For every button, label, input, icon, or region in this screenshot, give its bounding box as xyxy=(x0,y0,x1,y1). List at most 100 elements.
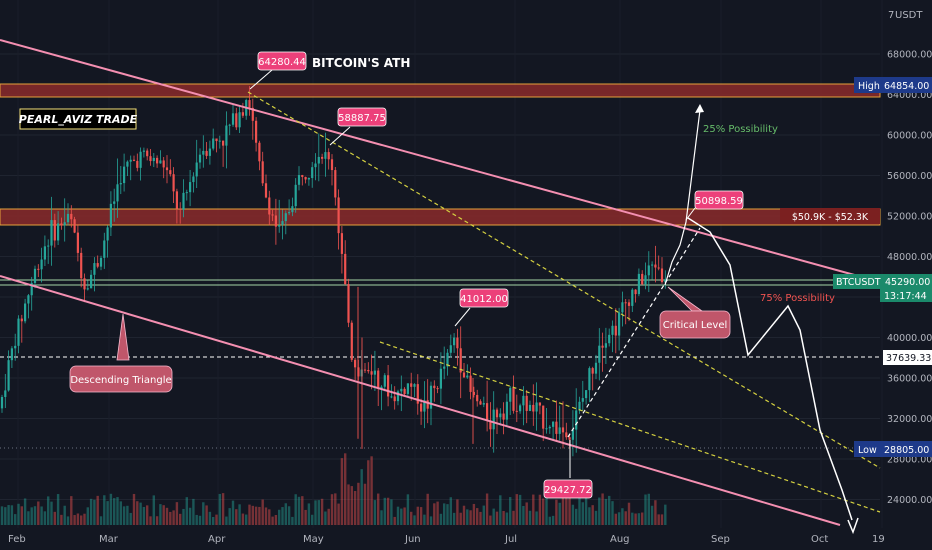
volume-bar xyxy=(584,491,588,525)
candle-body xyxy=(396,391,400,402)
time-axis[interactable]: Feb Mar Apr May Jun Jul Aug Sep Oct 19 xyxy=(8,534,885,545)
volume-bar xyxy=(462,505,466,525)
candle-body xyxy=(499,413,502,418)
callout-june-text: 41012.00 xyxy=(460,294,508,305)
volume-bar xyxy=(598,497,601,525)
candle-body xyxy=(363,369,367,371)
price-tick-label: 36000.00 xyxy=(887,374,932,385)
volume-bar xyxy=(228,508,231,525)
candle-body xyxy=(647,265,650,276)
volume-bar xyxy=(63,505,66,525)
candle-body xyxy=(664,279,667,283)
volume-bar xyxy=(360,469,363,525)
volume-bar xyxy=(396,506,400,525)
candle-body xyxy=(14,345,17,349)
volume-bar xyxy=(80,515,83,525)
time-tick-label: 19 xyxy=(872,534,885,545)
candle-body xyxy=(37,268,40,270)
volume-bar xyxy=(40,506,43,525)
candle-body xyxy=(20,318,23,322)
candle-body xyxy=(634,289,637,295)
volume-bar xyxy=(370,456,373,525)
volume-bar xyxy=(268,509,271,525)
candle-body xyxy=(136,160,139,168)
candle-body xyxy=(387,375,390,397)
volume-bar xyxy=(17,503,20,525)
volume-bar xyxy=(578,497,581,525)
volume-bar xyxy=(419,507,423,525)
ath-annotation: BITCOIN'S ATH xyxy=(312,56,410,70)
volume-bar xyxy=(96,495,99,525)
critical-level-text: Critical Level xyxy=(663,320,728,331)
volume-bar xyxy=(634,513,637,525)
volume-bar xyxy=(89,498,93,525)
price-tick-label: 40000.00 xyxy=(887,333,932,344)
range-tag: $50.9K - $52.3K xyxy=(780,208,880,224)
candle-body xyxy=(545,428,548,430)
candle-body xyxy=(486,403,489,421)
volume-bar xyxy=(380,510,383,525)
volume-bar xyxy=(241,513,245,525)
candle-body xyxy=(261,161,264,184)
candle-body xyxy=(367,369,370,372)
candle-body xyxy=(509,387,512,402)
candle-body xyxy=(0,396,4,409)
volume-bar xyxy=(505,512,509,525)
volume-bar xyxy=(660,514,664,525)
candle-body xyxy=(449,345,452,353)
volume-bar xyxy=(0,506,4,525)
price-tick-label: 32000.00 xyxy=(887,414,932,425)
candle-body xyxy=(456,337,459,349)
candle-body xyxy=(575,410,578,430)
candle-body xyxy=(601,345,604,348)
candle-body xyxy=(446,352,449,367)
candle-body xyxy=(109,203,112,228)
volume-bar xyxy=(43,511,47,525)
candle-body xyxy=(271,214,274,216)
candle-body xyxy=(235,113,238,128)
candle-body xyxy=(469,375,472,392)
candle-body xyxy=(532,404,535,412)
volume-bar xyxy=(37,501,40,525)
candle-body xyxy=(393,396,396,402)
volume-bar xyxy=(555,499,558,525)
volume-bar xyxy=(594,510,598,525)
current-price-value: 45290.00 xyxy=(885,277,930,288)
candle-body xyxy=(327,152,330,160)
candle-body xyxy=(70,213,73,220)
candle-body xyxy=(126,161,129,167)
candle-body xyxy=(307,178,310,180)
volume-bar xyxy=(518,494,522,525)
volume-bar xyxy=(347,484,350,525)
candle-body xyxy=(152,157,155,162)
candle-body xyxy=(192,176,195,183)
volume-bar xyxy=(175,502,179,525)
lower-trendline xyxy=(0,275,841,526)
volume-bar xyxy=(571,504,575,525)
candle-body xyxy=(390,396,393,398)
candle-body xyxy=(96,263,99,267)
candle-body xyxy=(123,166,126,184)
volume-bar xyxy=(126,505,129,525)
candle-body xyxy=(40,259,43,270)
candle-body xyxy=(337,197,340,234)
volume-bar xyxy=(489,515,492,525)
volume-bar xyxy=(83,513,86,525)
candle-body xyxy=(83,278,86,290)
volume-bar xyxy=(535,511,538,525)
volume-bar xyxy=(320,498,324,525)
volume-bar xyxy=(429,516,433,525)
candle-body xyxy=(651,264,654,266)
volume-bar xyxy=(291,516,294,525)
candle-body xyxy=(73,219,76,233)
candle-body xyxy=(347,284,350,323)
candle-body xyxy=(502,413,505,420)
price-tick-label: 68000.00 xyxy=(887,50,932,61)
candle-body xyxy=(99,257,103,267)
candle-body xyxy=(429,385,433,409)
critical-level-label: Critical Level xyxy=(659,286,731,339)
grid xyxy=(0,53,880,500)
volume-bar xyxy=(14,514,17,525)
candle-body xyxy=(604,343,607,348)
